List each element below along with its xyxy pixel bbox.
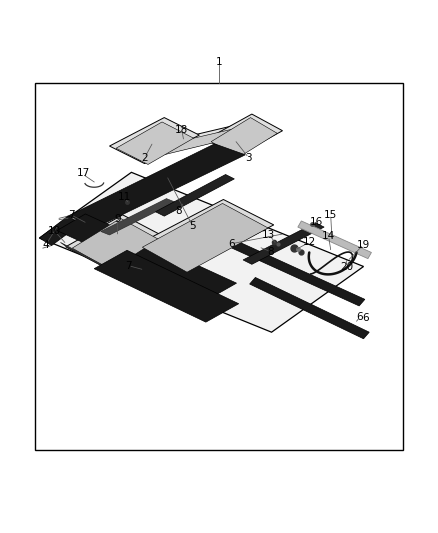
Text: 19: 19 [357,240,370,249]
Text: 5: 5 [189,221,196,231]
Text: 14: 14 [322,231,335,241]
Text: 16: 16 [310,217,323,227]
Text: 7: 7 [125,261,132,271]
Polygon shape [101,199,175,235]
Text: 6: 6 [228,239,235,249]
Bar [35,83,403,450]
Text: 18: 18 [175,125,188,135]
Polygon shape [250,278,369,339]
Text: 8: 8 [267,247,274,256]
Polygon shape [57,214,237,300]
Polygon shape [39,172,364,332]
Text: 11: 11 [118,192,131,203]
Text: 4: 4 [42,240,49,249]
Polygon shape [243,223,324,264]
Polygon shape [128,126,256,160]
Text: 2: 2 [141,153,148,163]
Polygon shape [72,219,159,270]
Polygon shape [110,118,199,164]
Text: 12: 12 [303,237,316,247]
Text: 1: 1 [215,58,223,67]
Polygon shape [215,233,365,306]
Polygon shape [136,199,274,271]
Text: 6: 6 [362,313,369,323]
Polygon shape [39,216,81,246]
Text: 9: 9 [114,214,121,224]
Text: 15: 15 [324,210,337,220]
Text: 6: 6 [357,312,364,322]
Text: 7: 7 [67,210,74,220]
Polygon shape [116,122,194,165]
Polygon shape [66,215,164,269]
Text: 17: 17 [77,168,90,178]
Text: 8: 8 [175,206,182,216]
Polygon shape [298,221,371,259]
Polygon shape [123,123,262,159]
Text: 13: 13 [262,230,276,240]
Polygon shape [60,243,107,269]
Polygon shape [94,251,239,322]
Polygon shape [142,204,268,272]
Polygon shape [211,118,277,158]
Polygon shape [155,174,234,216]
Text: 20: 20 [340,262,353,272]
Text: 3: 3 [245,153,252,163]
Polygon shape [206,114,283,156]
Text: 10: 10 [48,227,61,237]
Polygon shape [68,144,245,226]
